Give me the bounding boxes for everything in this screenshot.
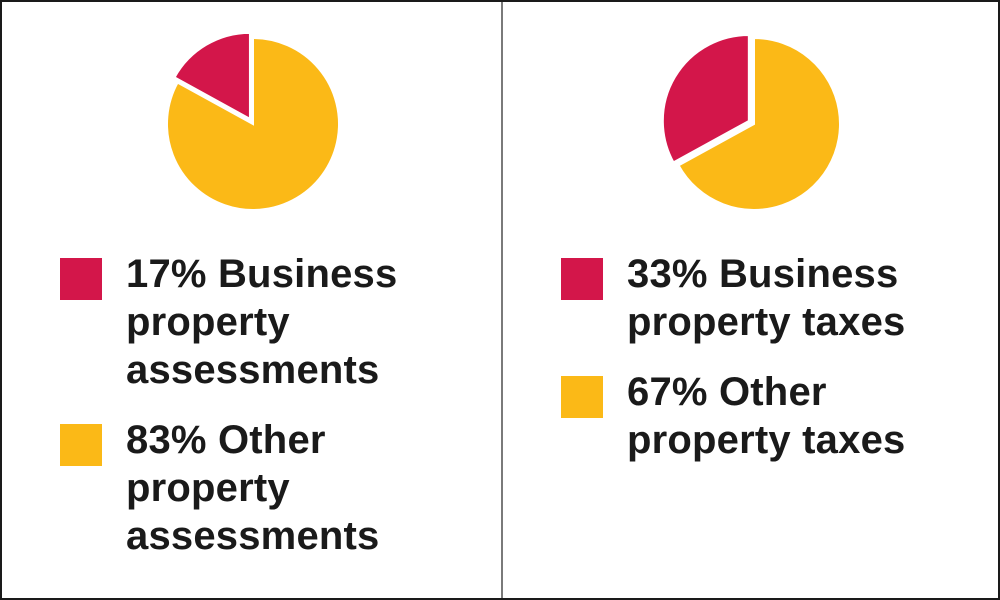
legend-label: 17% Business property assessments [126,252,398,392]
legend-item-business-assessments: 17% Business property assessments [60,250,490,394]
legend-label: 83% Other property assessments [126,418,380,558]
pie-slice-other-property-assessments [166,36,340,211]
legend-item-other-taxes: 67% Other property taxes [561,368,991,464]
legend-item-other-assessments: 83% Other property assessments [60,416,490,560]
taxes-legend: 33% Business property taxes 67% Other pr… [561,250,991,486]
pie-slice-business-property-taxes [661,33,750,164]
legend-item-business-taxes: 33% Business property taxes [561,250,991,346]
panel-divider [501,2,503,598]
taxes-pie-chart [661,33,841,211]
pie-slice-other-property-taxes [677,36,841,211]
legend-label: 67% Other property taxes [627,370,906,462]
other-swatch [561,376,603,418]
assessments-panel: 17% Business property assessments 83% Ot… [2,2,500,598]
legend-label: 33% Business property taxes [627,252,906,344]
business-swatch [60,258,102,300]
other-swatch [60,424,102,466]
pie-slice-business-property-assessments [173,31,251,121]
business-swatch [561,258,603,300]
assessments-pie-chart [166,31,340,211]
assessments-legend: 17% Business property assessments 83% Ot… [60,250,490,582]
taxes-panel: 33% Business property taxes 67% Other pr… [503,2,1000,598]
